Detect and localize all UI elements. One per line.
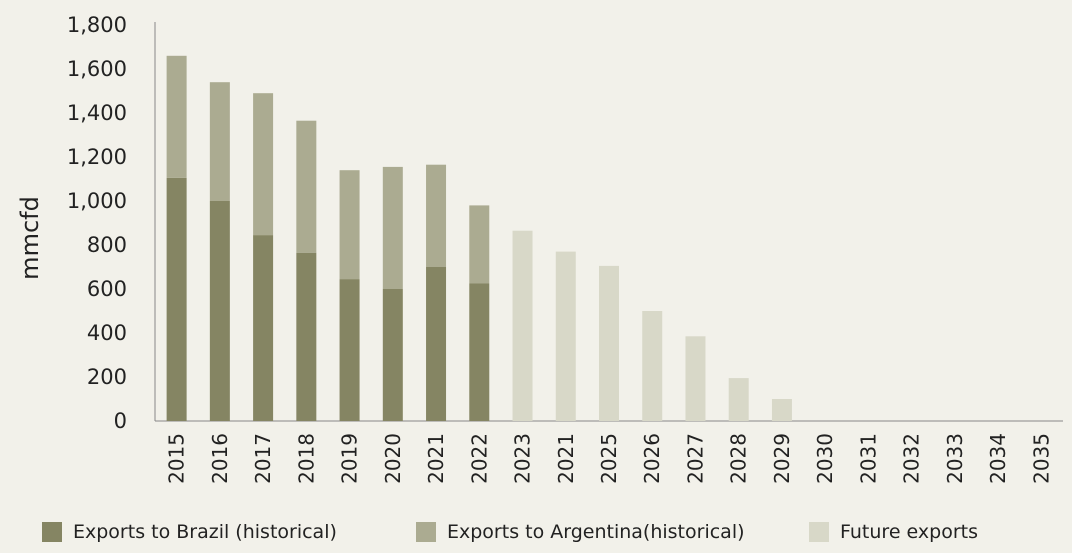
x-tick-label: 2029 — [770, 433, 794, 484]
x-tick-label: 2035 — [1029, 433, 1053, 484]
bar-segment — [642, 311, 663, 421]
bar-segment — [685, 336, 706, 421]
bar-segment — [339, 279, 360, 421]
y-tick-label: 1,000 — [67, 189, 127, 213]
y-tick-label: 600 — [87, 277, 127, 301]
bar-segment — [296, 120, 317, 253]
bars-group — [166, 55, 792, 421]
x-tick-label: 2034 — [986, 433, 1010, 484]
legend-item-future: Future exports — [809, 521, 978, 543]
x-tick-label: 2023 — [511, 433, 535, 484]
x-tick-label: 2033 — [943, 433, 967, 484]
legend-label-brazil: Exports to Brazil (historical) — [73, 521, 337, 543]
y-axis-label: mmcfd — [16, 196, 44, 280]
x-axis-ticks: 2015 2016 2017 2018 2019 2020 2021 2022 2023 2021… — [165, 433, 1054, 484]
bar-segment — [253, 235, 274, 421]
x-tick-label: 2018 — [294, 433, 318, 484]
bar-segment — [512, 230, 533, 421]
bar-segment — [555, 251, 576, 421]
x-tick-label: 2028 — [727, 433, 751, 484]
x-tick-label: 2022 — [467, 433, 491, 484]
bar-segment — [382, 289, 403, 421]
stacked-bar-chart: mmcfd 0 200 400 600 800 1,000 1,200 1,400 1,600 1… — [16, 13, 1063, 484]
bar-segment — [426, 164, 447, 267]
y-tick-label: 200 — [87, 365, 127, 389]
bar-segment — [296, 252, 317, 421]
legend-swatch-brazil — [42, 522, 62, 542]
y-axis-ticks: 0 200 400 600 800 1,000 1,200 1,400 1,600 1,800 — [67, 13, 127, 433]
x-tick-label: 2019 — [338, 433, 362, 484]
legend-swatch-argentina — [416, 522, 436, 542]
y-tick-label: 1,800 — [67, 13, 127, 37]
x-tick-label: 2020 — [381, 433, 405, 484]
x-tick-label: 2031 — [856, 433, 880, 484]
x-tick-label: 2032 — [900, 433, 924, 484]
bar-segment — [382, 166, 403, 289]
bar-segment — [599, 265, 619, 421]
x-tick-label: 2021 — [424, 433, 448, 484]
y-tick-label: 400 — [87, 321, 127, 345]
y-tick-label: 1,400 — [67, 101, 127, 125]
bar-segment — [469, 283, 490, 421]
bar-segment — [728, 378, 749, 421]
bar-segment — [209, 201, 230, 421]
bar-segment — [426, 267, 447, 421]
legend-item-argentina: Exports to Argentina(historical) — [416, 521, 745, 543]
legend-item-brazil: Exports to Brazil (historical) — [42, 521, 337, 543]
legend-label-argentina: Exports to Argentina(historical) — [447, 521, 745, 543]
bar-segment — [253, 93, 274, 236]
bar-segment — [209, 82, 230, 201]
bar-segment — [166, 177, 187, 421]
x-tick-label: 2030 — [813, 433, 837, 484]
legend-label-future: Future exports — [840, 521, 978, 543]
y-tick-label: 1,600 — [67, 57, 127, 81]
legend: Exports to Brazil (historical) Exports t… — [42, 521, 1042, 549]
bar-segment — [771, 399, 792, 421]
x-tick-label: 2021 — [554, 433, 578, 484]
bar-segment — [339, 170, 360, 280]
x-tick-label: 2017 — [251, 433, 275, 484]
x-tick-label: 2027 — [683, 433, 707, 484]
x-tick-label: 2015 — [165, 433, 189, 484]
bar-segment — [469, 205, 490, 284]
y-tick-label: 800 — [87, 233, 127, 257]
x-tick-label: 2025 — [597, 433, 621, 484]
y-tick-label: 0 — [114, 409, 127, 433]
y-tick-label: 1,200 — [67, 145, 127, 169]
bar-segment — [166, 55, 187, 178]
x-tick-label: 2026 — [640, 433, 664, 484]
x-tick-label: 2016 — [208, 433, 232, 484]
legend-swatch-future — [809, 522, 829, 542]
